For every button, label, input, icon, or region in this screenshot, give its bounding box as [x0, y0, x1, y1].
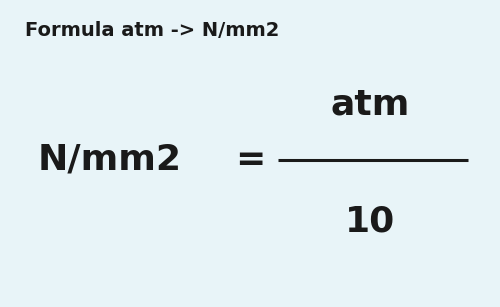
Text: N/mm2: N/mm2: [38, 143, 182, 177]
Text: =: =: [235, 143, 265, 177]
Text: 10: 10: [345, 204, 395, 238]
Text: Formula atm -> N/mm2: Formula atm -> N/mm2: [25, 21, 280, 41]
Text: atm: atm: [330, 87, 409, 121]
